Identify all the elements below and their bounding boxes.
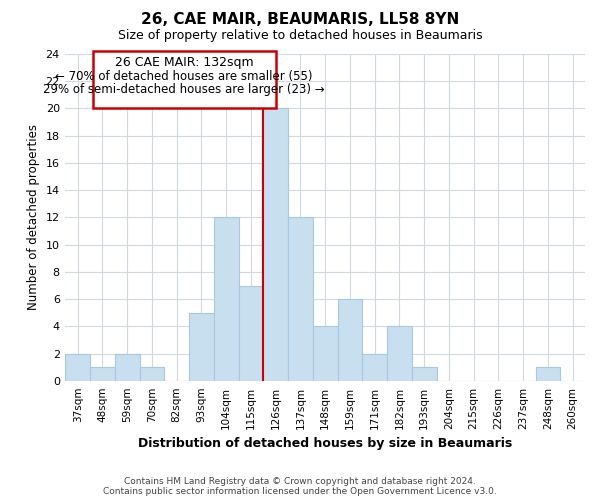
Bar bbox=[536, 368, 560, 381]
FancyBboxPatch shape bbox=[92, 52, 275, 108]
Bar bbox=[288, 218, 313, 381]
Text: 26 CAE MAIR: 132sqm: 26 CAE MAIR: 132sqm bbox=[115, 56, 253, 69]
Bar bbox=[115, 354, 140, 381]
Bar bbox=[387, 326, 412, 381]
Bar bbox=[313, 326, 338, 381]
Bar bbox=[140, 368, 164, 381]
Text: Size of property relative to detached houses in Beaumaris: Size of property relative to detached ho… bbox=[118, 29, 482, 42]
Bar bbox=[263, 108, 288, 381]
Text: ← 70% of detached houses are smaller (55): ← 70% of detached houses are smaller (55… bbox=[55, 70, 313, 82]
Text: Contains public sector information licensed under the Open Government Licence v3: Contains public sector information licen… bbox=[103, 487, 497, 496]
Bar bbox=[214, 218, 239, 381]
Bar bbox=[412, 368, 437, 381]
Text: 26, CAE MAIR, BEAUMARIS, LL58 8YN: 26, CAE MAIR, BEAUMARIS, LL58 8YN bbox=[141, 12, 459, 28]
X-axis label: Distribution of detached houses by size in Beaumaris: Distribution of detached houses by size … bbox=[138, 437, 512, 450]
Text: Contains HM Land Registry data © Crown copyright and database right 2024.: Contains HM Land Registry data © Crown c… bbox=[124, 477, 476, 486]
Bar bbox=[189, 313, 214, 381]
Bar bbox=[65, 354, 90, 381]
Text: 29% of semi-detached houses are larger (23) →: 29% of semi-detached houses are larger (… bbox=[43, 84, 325, 96]
Bar bbox=[338, 299, 362, 381]
Bar bbox=[90, 368, 115, 381]
Y-axis label: Number of detached properties: Number of detached properties bbox=[27, 124, 40, 310]
Bar bbox=[362, 354, 387, 381]
Bar bbox=[239, 286, 263, 381]
